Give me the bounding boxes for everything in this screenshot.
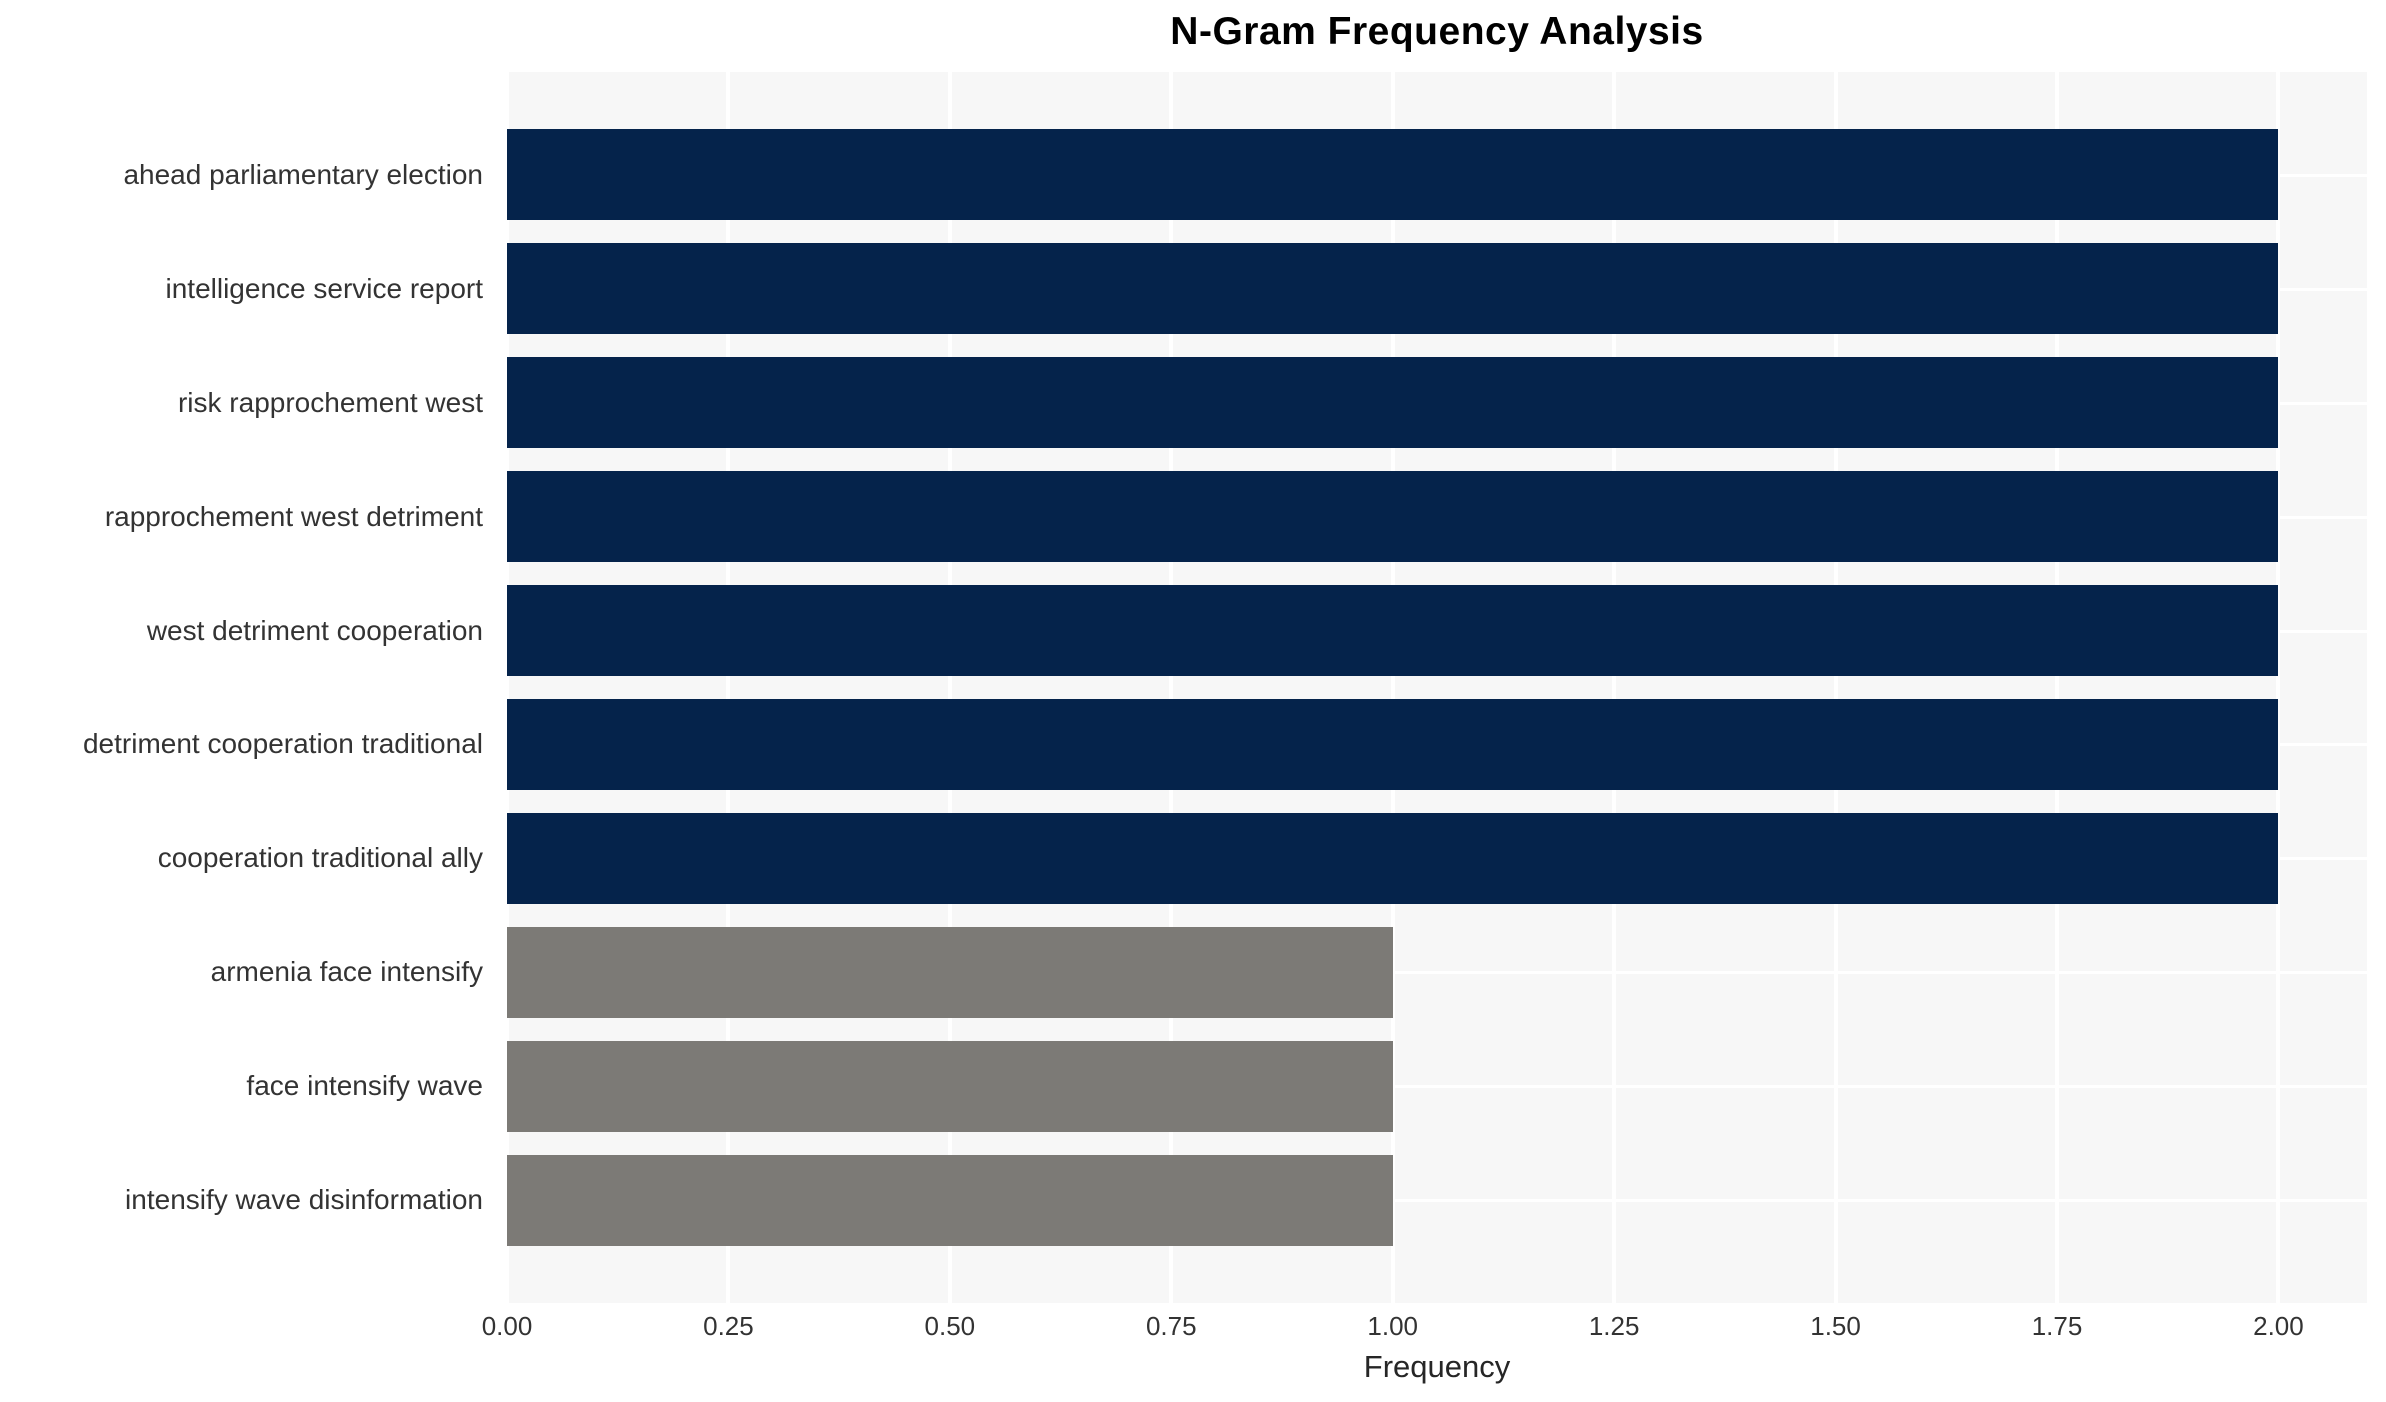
- y-tick-label: ahead parliamentary election: [123, 158, 483, 190]
- v-gridline: [947, 72, 952, 1303]
- bar-west-detriment-cooperation: [507, 584, 2279, 677]
- y-tick-label: intensify wave disinformation: [125, 1184, 483, 1216]
- y-tick-label: west detriment cooperation: [146, 614, 483, 646]
- x-tick-label: 0.00: [481, 1311, 533, 1341]
- v-gridline: [1833, 72, 1838, 1303]
- bar-armenia-face-intensify: [507, 926, 1393, 1019]
- v-gridline: [1612, 72, 1617, 1303]
- x-tick-label: 1.75: [2031, 1311, 2083, 1341]
- x-tick-label: 1.00: [1367, 1311, 1418, 1341]
- v-gridline: [1390, 72, 1395, 1303]
- x-tick-label: 1.50: [1810, 1311, 1861, 1341]
- bar-cooperation-traditional-ally: [507, 812, 2279, 905]
- bar-face-intensify-wave: [507, 1040, 1393, 1132]
- x-axis-title: Frequency: [1363, 1349, 1511, 1384]
- x-tick-label: 1.25: [1588, 1311, 1640, 1341]
- chart-title: N-Gram Frequency Analysis: [1170, 10, 1704, 53]
- bar-intensify-wave-disinformation: [507, 1154, 1393, 1246]
- bar-detriment-cooperation-traditional: [507, 698, 2279, 791]
- y-tick-label: cooperation traditional ally: [157, 842, 483, 874]
- x-tick-label: 0.25: [703, 1311, 754, 1341]
- h-gridline: [507, 1085, 2367, 1089]
- bar-ahead-parliamentary-election: [507, 128, 2279, 221]
- v-gridline: [505, 72, 509, 1303]
- bar-rapprochement-west-detriment: [507, 470, 2279, 563]
- y-tick-label: face intensify wave: [246, 1070, 483, 1102]
- x-tick-label: 0.75: [1145, 1311, 1197, 1341]
- x-tick-label: 2.00: [2253, 1311, 2304, 1341]
- h-gridline: [507, 1199, 2367, 1203]
- v-gridline: [2276, 72, 2281, 1303]
- y-tick-label: risk rapprochement west: [177, 386, 483, 418]
- x-tick-label: 0.50: [924, 1311, 976, 1341]
- bar-intelligence-service-report: [507, 242, 2279, 335]
- v-gridline: [726, 72, 731, 1303]
- h-gridline: [507, 971, 2367, 975]
- plot-area: [505, 72, 2367, 1303]
- v-gridline: [1169, 72, 1174, 1303]
- y-tick-label: detriment cooperation traditional: [82, 728, 483, 760]
- y-tick-label: armenia face intensify: [210, 956, 483, 988]
- y-tick-label: intelligence service report: [165, 272, 484, 304]
- v-gridline: [2055, 72, 2059, 1303]
- y-tick-label: rapprochement west detriment: [104, 500, 483, 532]
- bar-risk-rapprochement-west: [507, 356, 2279, 449]
